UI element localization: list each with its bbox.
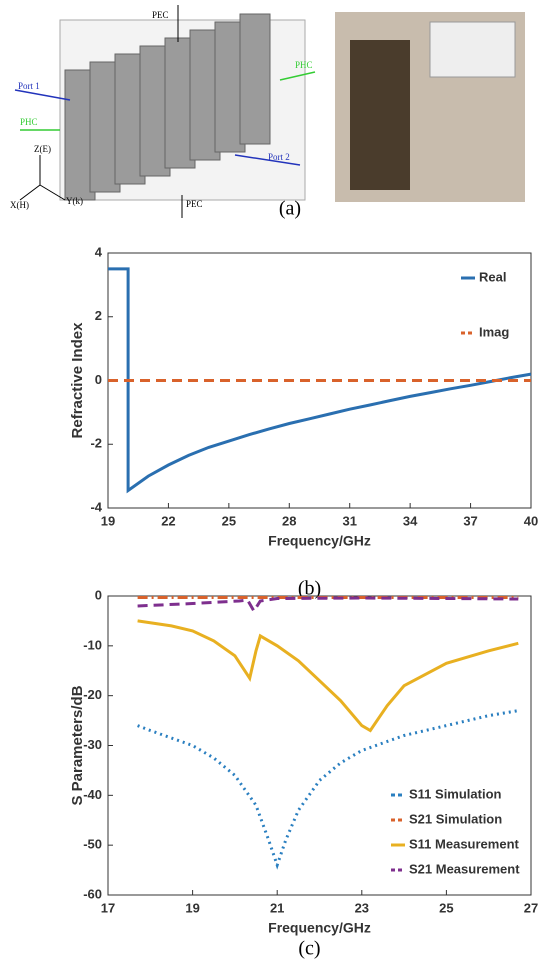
x-tick-label: 40	[524, 513, 538, 528]
legend-label: S21 Simulation	[409, 811, 502, 826]
caption: (b)	[298, 578, 321, 600]
x-tick-label: 23	[355, 900, 369, 915]
y-axis-label: Refractive Index	[69, 322, 86, 439]
legend-label: Imag	[479, 324, 509, 339]
y-tick-label: -30	[83, 737, 102, 752]
schematic-label: PEC	[152, 10, 169, 20]
x-tick-label: 22	[161, 513, 175, 528]
x-tick-label: 19	[101, 513, 115, 528]
y-tick-label: -20	[83, 687, 102, 702]
x-tick-label: 27	[524, 900, 538, 915]
schematic-label: Y(k)	[66, 196, 83, 206]
y-tick-label: -60	[83, 886, 102, 901]
y-axis-label: S Parameters/dB	[69, 685, 86, 805]
series-line	[137, 709, 519, 870]
series-line	[108, 267, 532, 494]
x-tick-label: 34	[403, 513, 418, 528]
y-tick-label: 2	[95, 308, 102, 323]
y-tick-label: 0	[95, 372, 102, 387]
x-axis-label: Frequency/GHz	[268, 920, 371, 936]
photo-caliper	[429, 21, 516, 78]
caption: (c)	[298, 938, 320, 960]
schematic-label: PEC	[186, 199, 203, 209]
y-tick-label: -40	[83, 787, 102, 802]
x-tick-label: 21	[270, 900, 284, 915]
schematic-label: PHC	[20, 117, 38, 127]
x-tick-label: 37	[463, 513, 477, 528]
schematic-label: Port 2	[268, 152, 290, 162]
series-line	[137, 619, 519, 733]
y-tick-label: -4	[90, 499, 102, 514]
legend-label: S21 Measurement	[409, 861, 520, 876]
legend-label: S11 Simulation	[409, 786, 502, 801]
series-line	[137, 596, 519, 614]
x-tick-label: 25	[439, 900, 453, 915]
x-tick-label: 25	[222, 513, 236, 528]
schematic-label: Port 1	[18, 81, 40, 91]
y-tick-label: -10	[83, 637, 102, 652]
legend-label: Real	[479, 269, 506, 284]
schematic-label: X(H)	[10, 200, 29, 210]
x-tick-label: 28	[282, 513, 296, 528]
schematic-label: PHC	[295, 60, 313, 70]
y-tick-label: -2	[90, 436, 102, 451]
y-tick-label: 4	[95, 244, 103, 259]
x-tick-label: 19	[185, 900, 199, 915]
legend-label: S11 Measurement	[409, 836, 520, 851]
schematic-label: Z(E)	[34, 144, 51, 154]
caption: (a)	[279, 198, 301, 220]
x-tick-label: 31	[342, 513, 356, 528]
x-axis-label: Frequency/GHz	[268, 533, 371, 549]
schematic	[14, 5, 525, 218]
y-tick-label: 0	[95, 587, 102, 602]
photo-sample	[350, 40, 410, 190]
y-tick-label: -50	[83, 837, 102, 852]
x-tick-label: 17	[101, 900, 115, 915]
